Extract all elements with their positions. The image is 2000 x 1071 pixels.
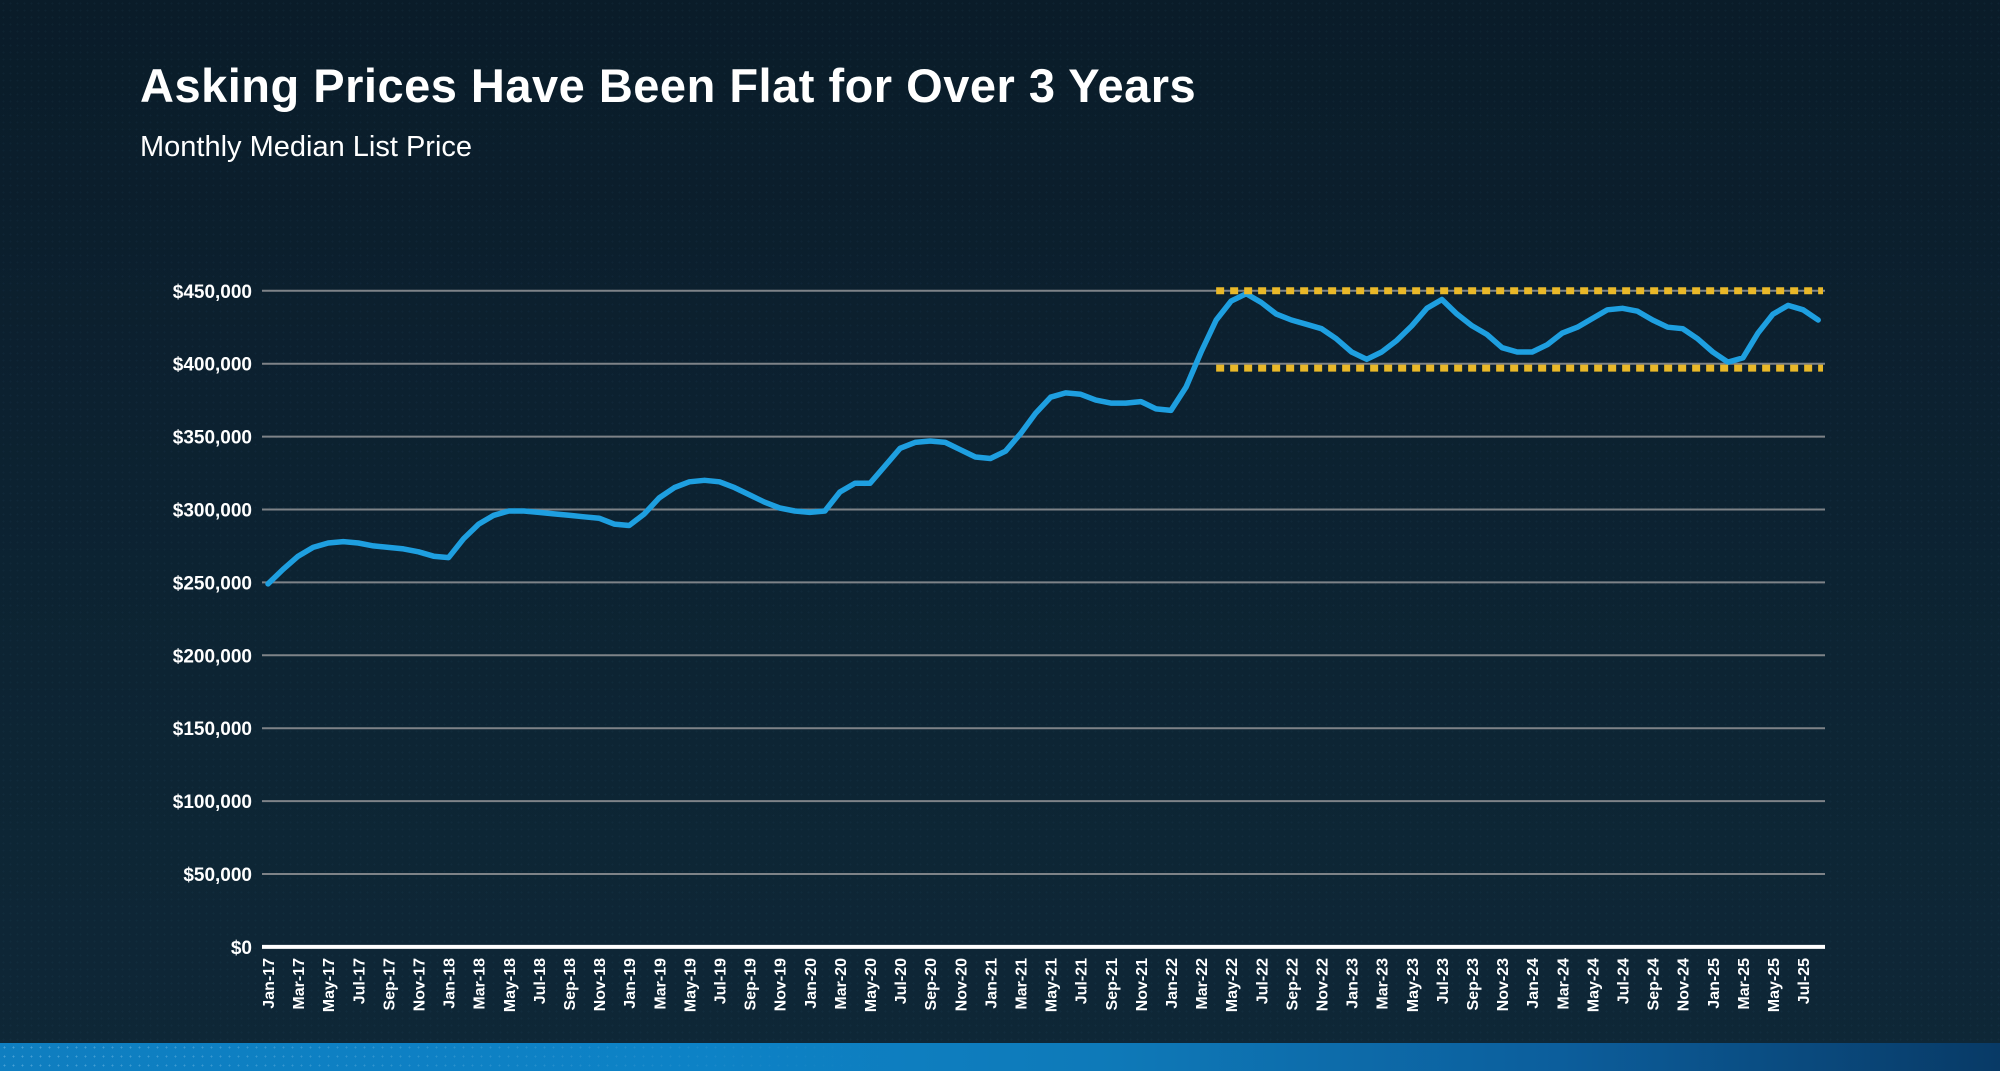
y-tick-label: $350,000 bbox=[173, 428, 252, 449]
x-tick-label: Sep-18 bbox=[562, 958, 579, 1011]
median-list-price-line bbox=[265, 290, 1821, 587]
x-tick-label: Jan-18 bbox=[442, 958, 459, 1009]
x-tick-label: Jan-19 bbox=[622, 958, 639, 1009]
footer-accent-bar bbox=[0, 1043, 2000, 1071]
x-tick-label: Jan-17 bbox=[261, 958, 278, 1009]
x-tick-label: May-23 bbox=[1405, 958, 1422, 1012]
y-tick-label: $50,000 bbox=[183, 865, 252, 886]
y-tick-label: $400,000 bbox=[173, 355, 252, 376]
x-tick-label: May-20 bbox=[863, 958, 880, 1012]
x-tick-label: May-19 bbox=[682, 958, 699, 1012]
x-tick-label: Sep-23 bbox=[1465, 958, 1482, 1011]
x-tick-label: Mar-20 bbox=[833, 958, 850, 1010]
x-tick-label: Mar-23 bbox=[1375, 958, 1392, 1010]
x-tick-label: Jul-25 bbox=[1796, 958, 1813, 1004]
x-tick-label: Jul-23 bbox=[1435, 958, 1452, 1004]
x-tick-label: Sep-19 bbox=[743, 958, 760, 1011]
x-tick-label: Jul-19 bbox=[713, 958, 730, 1004]
y-tick-label: $300,000 bbox=[173, 501, 252, 522]
x-tick-label: Sep-17 bbox=[381, 958, 398, 1011]
x-tick-label: Jul-18 bbox=[532, 958, 549, 1004]
x-tick-label: May-24 bbox=[1585, 958, 1602, 1012]
x-tick-label: Jan-20 bbox=[803, 958, 820, 1009]
x-tick-label: Nov-17 bbox=[412, 958, 429, 1011]
x-tick-label: Sep-20 bbox=[923, 958, 940, 1011]
x-tick-label: Mar-17 bbox=[291, 958, 308, 1010]
x-tick-label: Jan-24 bbox=[1525, 958, 1542, 1009]
x-tick-label: Jul-22 bbox=[1254, 958, 1271, 1004]
x-tick-label: May-22 bbox=[1224, 958, 1241, 1012]
x-tick-label: Mar-19 bbox=[652, 958, 669, 1010]
x-tick-label: Mar-18 bbox=[472, 958, 489, 1010]
x-tick-label: Nov-21 bbox=[1134, 958, 1151, 1011]
chart-subtitle: Monthly Median List Price bbox=[140, 131, 473, 163]
x-tick-label: Jul-24 bbox=[1616, 958, 1633, 1004]
y-tick-label: $0 bbox=[231, 938, 252, 959]
x-tick-label: Nov-20 bbox=[953, 958, 970, 1011]
x-tick-label: Jul-20 bbox=[893, 958, 910, 1004]
x-tick-label: May-18 bbox=[502, 958, 519, 1012]
y-tick-label: $450,000 bbox=[173, 282, 252, 303]
y-tick-label: $250,000 bbox=[173, 573, 252, 594]
x-tick-label: Jul-21 bbox=[1074, 958, 1091, 1004]
x-tick-label: Mar-24 bbox=[1555, 958, 1572, 1010]
y-tick-label: $200,000 bbox=[173, 646, 252, 667]
x-tick-label: May-17 bbox=[321, 958, 338, 1012]
x-tick-label: Sep-22 bbox=[1284, 958, 1301, 1011]
y-tick-label: $150,000 bbox=[173, 719, 252, 740]
x-tick-label: Jan-25 bbox=[1706, 958, 1723, 1009]
x-tick-label: May-25 bbox=[1766, 958, 1783, 1012]
x-tick-label: Sep-24 bbox=[1646, 958, 1663, 1011]
x-tick-label: Sep-21 bbox=[1104, 958, 1121, 1011]
x-tick-label: Jan-22 bbox=[1164, 958, 1181, 1009]
page-title: Asking Prices Have Been Flat for Over 3 … bbox=[140, 59, 1197, 112]
x-tick-label: Nov-23 bbox=[1495, 958, 1512, 1011]
x-tick-label: Mar-21 bbox=[1014, 958, 1031, 1010]
x-tick-label: May-21 bbox=[1044, 958, 1061, 1012]
y-tick-label: $100,000 bbox=[173, 792, 252, 813]
x-tick-label: Jan-23 bbox=[1345, 958, 1362, 1009]
x-tick-label: Jul-17 bbox=[351, 958, 368, 1004]
x-tick-label: Nov-18 bbox=[592, 958, 609, 1011]
x-tick-label: Nov-24 bbox=[1676, 958, 1693, 1011]
x-tick-label: Nov-22 bbox=[1315, 958, 1332, 1011]
x-tick-label: Mar-25 bbox=[1736, 958, 1753, 1010]
x-tick-label: Nov-19 bbox=[773, 958, 790, 1011]
x-tick-label: Mar-22 bbox=[1194, 958, 1211, 1010]
x-tick-label: Jan-21 bbox=[983, 958, 1000, 1009]
